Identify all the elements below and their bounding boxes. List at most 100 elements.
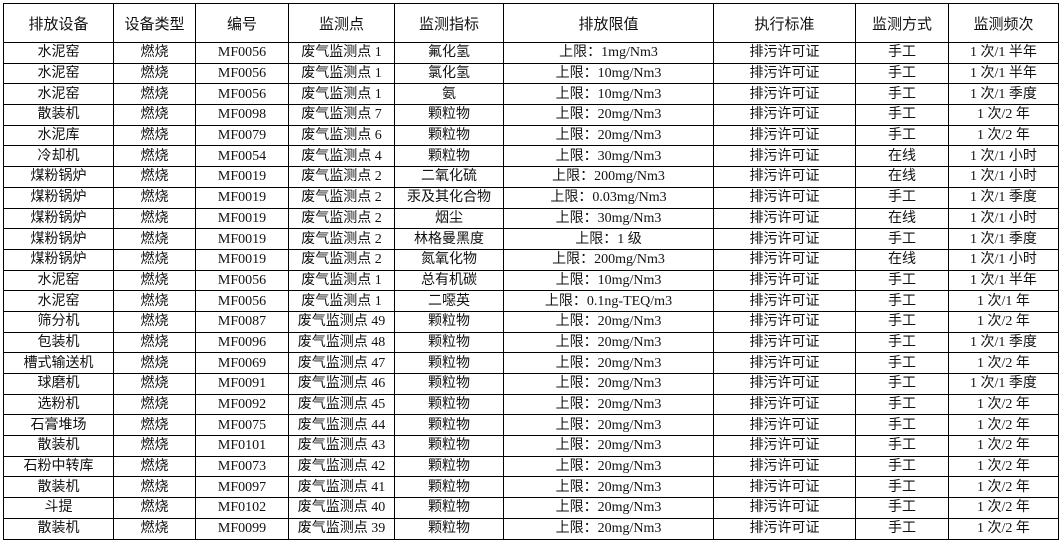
cell-equipment: 散装机 bbox=[3, 435, 114, 457]
table-row: 散装机 燃烧 MF0097 废气监测点 41 颗粒物 上限：20mg/Nm3 排污许可证 手工… bbox=[3, 476, 1059, 499]
cell-indicator: 二噁英 bbox=[394, 290, 504, 312]
cell-method: 手工 bbox=[855, 476, 949, 499]
cell-equipment-type: 燃烧 bbox=[113, 62, 196, 85]
cell-standard: 排污许可证 bbox=[713, 290, 856, 312]
cell-standard: 排污许可证 bbox=[713, 62, 856, 85]
cell-equipment: 煤粉锅炉 bbox=[3, 228, 114, 250]
cell-standard: 排污许可证 bbox=[713, 373, 856, 395]
cell-code: MF0069 bbox=[195, 352, 289, 374]
table-row: 水泥窑 燃烧 MF0056 废气监测点 1 氟化氢 上限：1mg/Nm3 排污许可证 手工 1 … bbox=[3, 42, 1059, 64]
table-row: 煤粉锅炉 燃烧 MF0019 废气监测点 2 二氧化硫 上限：200mg/Nm3 排污许可证… bbox=[3, 166, 1059, 188]
cell-monitoring-point: 废气监测点 46 bbox=[288, 373, 395, 395]
cell-standard: 排污许可证 bbox=[713, 310, 856, 333]
cell-equipment: 煤粉锅炉 bbox=[3, 186, 114, 209]
cell-monitoring-point: 废气监测点 45 bbox=[288, 393, 395, 416]
cell-method: 手工 bbox=[855, 269, 949, 292]
cell-monitoring-point: 废气监测点 40 bbox=[288, 497, 395, 519]
cell-equipment-type: 燃烧 bbox=[113, 310, 196, 333]
header-monitoring-point: 监测点 bbox=[288, 3, 395, 43]
cell-equipment-type: 燃烧 bbox=[113, 228, 196, 250]
header-indicator: 监测指标 bbox=[394, 3, 504, 43]
cell-indicator: 颗粒物 bbox=[394, 145, 504, 168]
table-row: 煤粉锅炉 燃烧 MF0019 废气监测点 2 汞及其化合物 上限：0.03mg/Nm3 排污… bbox=[3, 186, 1059, 209]
cell-monitoring-point: 废气监测点 2 bbox=[288, 186, 395, 209]
cell-indicator: 颗粒物 bbox=[394, 455, 504, 478]
cell-equipment: 水泥窑 bbox=[3, 62, 114, 85]
cell-indicator: 颗粒物 bbox=[394, 352, 504, 374]
cell-method: 手工 bbox=[855, 455, 949, 478]
cell-indicator: 颗粒物 bbox=[394, 104, 504, 126]
cell-emission-limit: 上限：20mg/Nm3 bbox=[503, 414, 714, 437]
cell-emission-limit: 上限：200mg/Nm3 bbox=[503, 248, 714, 271]
header-frequency: 监测频次 bbox=[948, 3, 1059, 43]
cell-standard: 排污许可证 bbox=[713, 497, 856, 519]
cell-standard: 排污许可证 bbox=[713, 331, 856, 354]
cell-code: MF0056 bbox=[195, 290, 289, 312]
cell-indicator: 氟化氢 bbox=[394, 42, 504, 64]
cell-code: MF0019 bbox=[195, 228, 289, 250]
cell-monitoring-point: 废气监测点 2 bbox=[288, 248, 395, 271]
cell-standard: 排污许可证 bbox=[713, 248, 856, 271]
cell-indicator: 颗粒物 bbox=[394, 124, 504, 147]
cell-monitoring-point: 废气监测点 1 bbox=[288, 290, 395, 312]
cell-standard: 排污许可证 bbox=[713, 104, 856, 126]
cell-frequency: 1 次/2 年 bbox=[948, 393, 1059, 416]
cell-frequency: 1 次/2 年 bbox=[948, 414, 1059, 437]
cell-method: 手工 bbox=[855, 310, 949, 333]
cell-frequency: 1 次/2 年 bbox=[948, 310, 1059, 333]
cell-code: MF0054 bbox=[195, 145, 289, 168]
cell-equipment-type: 燃烧 bbox=[113, 145, 196, 168]
cell-emission-limit: 上限：1 级 bbox=[503, 228, 714, 250]
cell-equipment: 球磨机 bbox=[3, 373, 114, 395]
monitoring-table: 排放设备 设备类型 编号 监测点 监测指标 排放限值 执行标准 监测方式 监测频… bbox=[3, 3, 1059, 540]
table-row: 水泥窑 燃烧 MF0056 废气监测点 1 总有机碳 上限：10mg/Nm3 排污许可证 手工… bbox=[3, 269, 1059, 292]
cell-standard: 排污许可证 bbox=[713, 145, 856, 168]
header-equipment-type: 设备类型 bbox=[113, 3, 196, 43]
cell-code: MF0019 bbox=[195, 248, 289, 271]
cell-indicator: 颗粒物 bbox=[394, 497, 504, 519]
cell-method: 手工 bbox=[855, 83, 949, 106]
cell-frequency: 1 次/2 年 bbox=[948, 455, 1059, 478]
header-code: 编号 bbox=[195, 3, 289, 43]
cell-method: 手工 bbox=[855, 104, 949, 126]
cell-equipment: 煤粉锅炉 bbox=[3, 248, 114, 271]
cell-equipment: 水泥窑 bbox=[3, 269, 114, 292]
cell-equipment: 筛分机 bbox=[3, 310, 114, 333]
cell-equipment-type: 燃烧 bbox=[113, 352, 196, 374]
cell-equipment-type: 燃烧 bbox=[113, 290, 196, 312]
cell-method: 手工 bbox=[855, 517, 949, 540]
cell-monitoring-point: 废气监测点 4 bbox=[288, 145, 395, 168]
cell-emission-limit: 上限：20mg/Nm3 bbox=[503, 497, 714, 519]
cell-code: MF0019 bbox=[195, 166, 289, 188]
cell-code: MF0073 bbox=[195, 455, 289, 478]
cell-code: MF0079 bbox=[195, 124, 289, 147]
cell-code: MF0091 bbox=[195, 373, 289, 395]
cell-standard: 排污许可证 bbox=[713, 517, 856, 540]
cell-emission-limit: 上限：20mg/Nm3 bbox=[503, 373, 714, 395]
cell-emission-limit: 上限：20mg/Nm3 bbox=[503, 455, 714, 478]
cell-monitoring-point: 废气监测点 42 bbox=[288, 455, 395, 478]
cell-monitoring-point: 废气监测点 41 bbox=[288, 476, 395, 499]
cell-frequency: 1 次/1 半年 bbox=[948, 42, 1059, 64]
cell-standard: 排污许可证 bbox=[713, 186, 856, 209]
cell-emission-limit: 上限：30mg/Nm3 bbox=[503, 207, 714, 230]
cell-frequency: 1 次/2 年 bbox=[948, 435, 1059, 457]
cell-indicator: 氯化氢 bbox=[394, 62, 504, 85]
cell-frequency: 1 次/1 小时 bbox=[948, 207, 1059, 230]
cell-standard: 排污许可证 bbox=[713, 435, 856, 457]
cell-method: 手工 bbox=[855, 414, 949, 437]
cell-indicator: 颗粒物 bbox=[394, 414, 504, 437]
cell-frequency: 1 次/2 年 bbox=[948, 497, 1059, 519]
cell-method: 在线 bbox=[855, 166, 949, 188]
cell-equipment: 水泥库 bbox=[3, 124, 114, 147]
header-standard: 执行标准 bbox=[713, 3, 856, 43]
cell-emission-limit: 上限：200mg/Nm3 bbox=[503, 166, 714, 188]
cell-indicator: 氮氧化物 bbox=[394, 248, 504, 271]
cell-equipment: 冷却机 bbox=[3, 145, 114, 168]
cell-emission-limit: 上限：30mg/Nm3 bbox=[503, 145, 714, 168]
cell-standard: 排污许可证 bbox=[713, 207, 856, 230]
cell-frequency: 1 次/2 年 bbox=[948, 476, 1059, 499]
cell-equipment-type: 燃烧 bbox=[113, 42, 196, 64]
cell-code: MF0056 bbox=[195, 269, 289, 292]
cell-standard: 排污许可证 bbox=[713, 269, 856, 292]
